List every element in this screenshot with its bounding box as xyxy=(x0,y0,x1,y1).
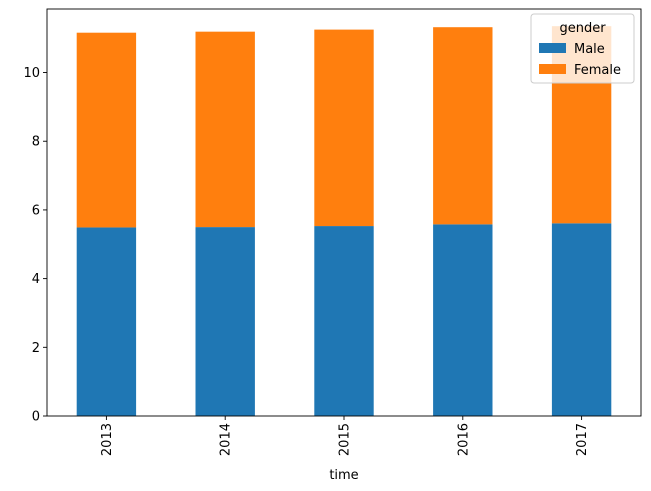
legend-label-male: Male xyxy=(574,42,605,57)
bar-female-2014 xyxy=(195,31,255,228)
bar-male-2017 xyxy=(551,223,612,416)
legend-swatch-male xyxy=(539,43,566,53)
y-tick-label: 2 xyxy=(32,341,40,356)
legend-swatch-female xyxy=(539,64,566,74)
legend-title: gender xyxy=(559,21,606,36)
y-tick-label: 10 xyxy=(23,66,40,81)
bar-male-2015 xyxy=(314,226,374,416)
axes-layer: 0 2 4 6 8 10 2013 2014 2015 2016 2017 time xyxy=(23,8,642,483)
bar-male-2016 xyxy=(433,224,493,416)
x-tick-label: 2014 xyxy=(219,423,234,456)
y-tick-label: 0 xyxy=(32,410,40,425)
y-tick-label: 6 xyxy=(32,203,40,218)
bars-layer xyxy=(76,26,612,416)
x-tick-label: 2015 xyxy=(338,423,353,456)
x-tick-label: 2013 xyxy=(100,423,115,456)
x-tick-label: 2017 xyxy=(575,423,590,456)
bar-male-2014 xyxy=(195,227,255,416)
bar-male-2013 xyxy=(76,227,137,416)
legend: gender Male Female xyxy=(530,13,635,84)
x-axis-title: time xyxy=(329,468,358,483)
x-tick-label: 2016 xyxy=(456,423,471,456)
bar-female-2016 xyxy=(433,27,493,225)
y-tick-label: 4 xyxy=(32,272,40,287)
legend-label-female: Female xyxy=(574,63,621,78)
bar-female-2013 xyxy=(76,32,137,228)
bar-female-2015 xyxy=(314,29,374,227)
y-tick-label: 8 xyxy=(32,135,40,150)
